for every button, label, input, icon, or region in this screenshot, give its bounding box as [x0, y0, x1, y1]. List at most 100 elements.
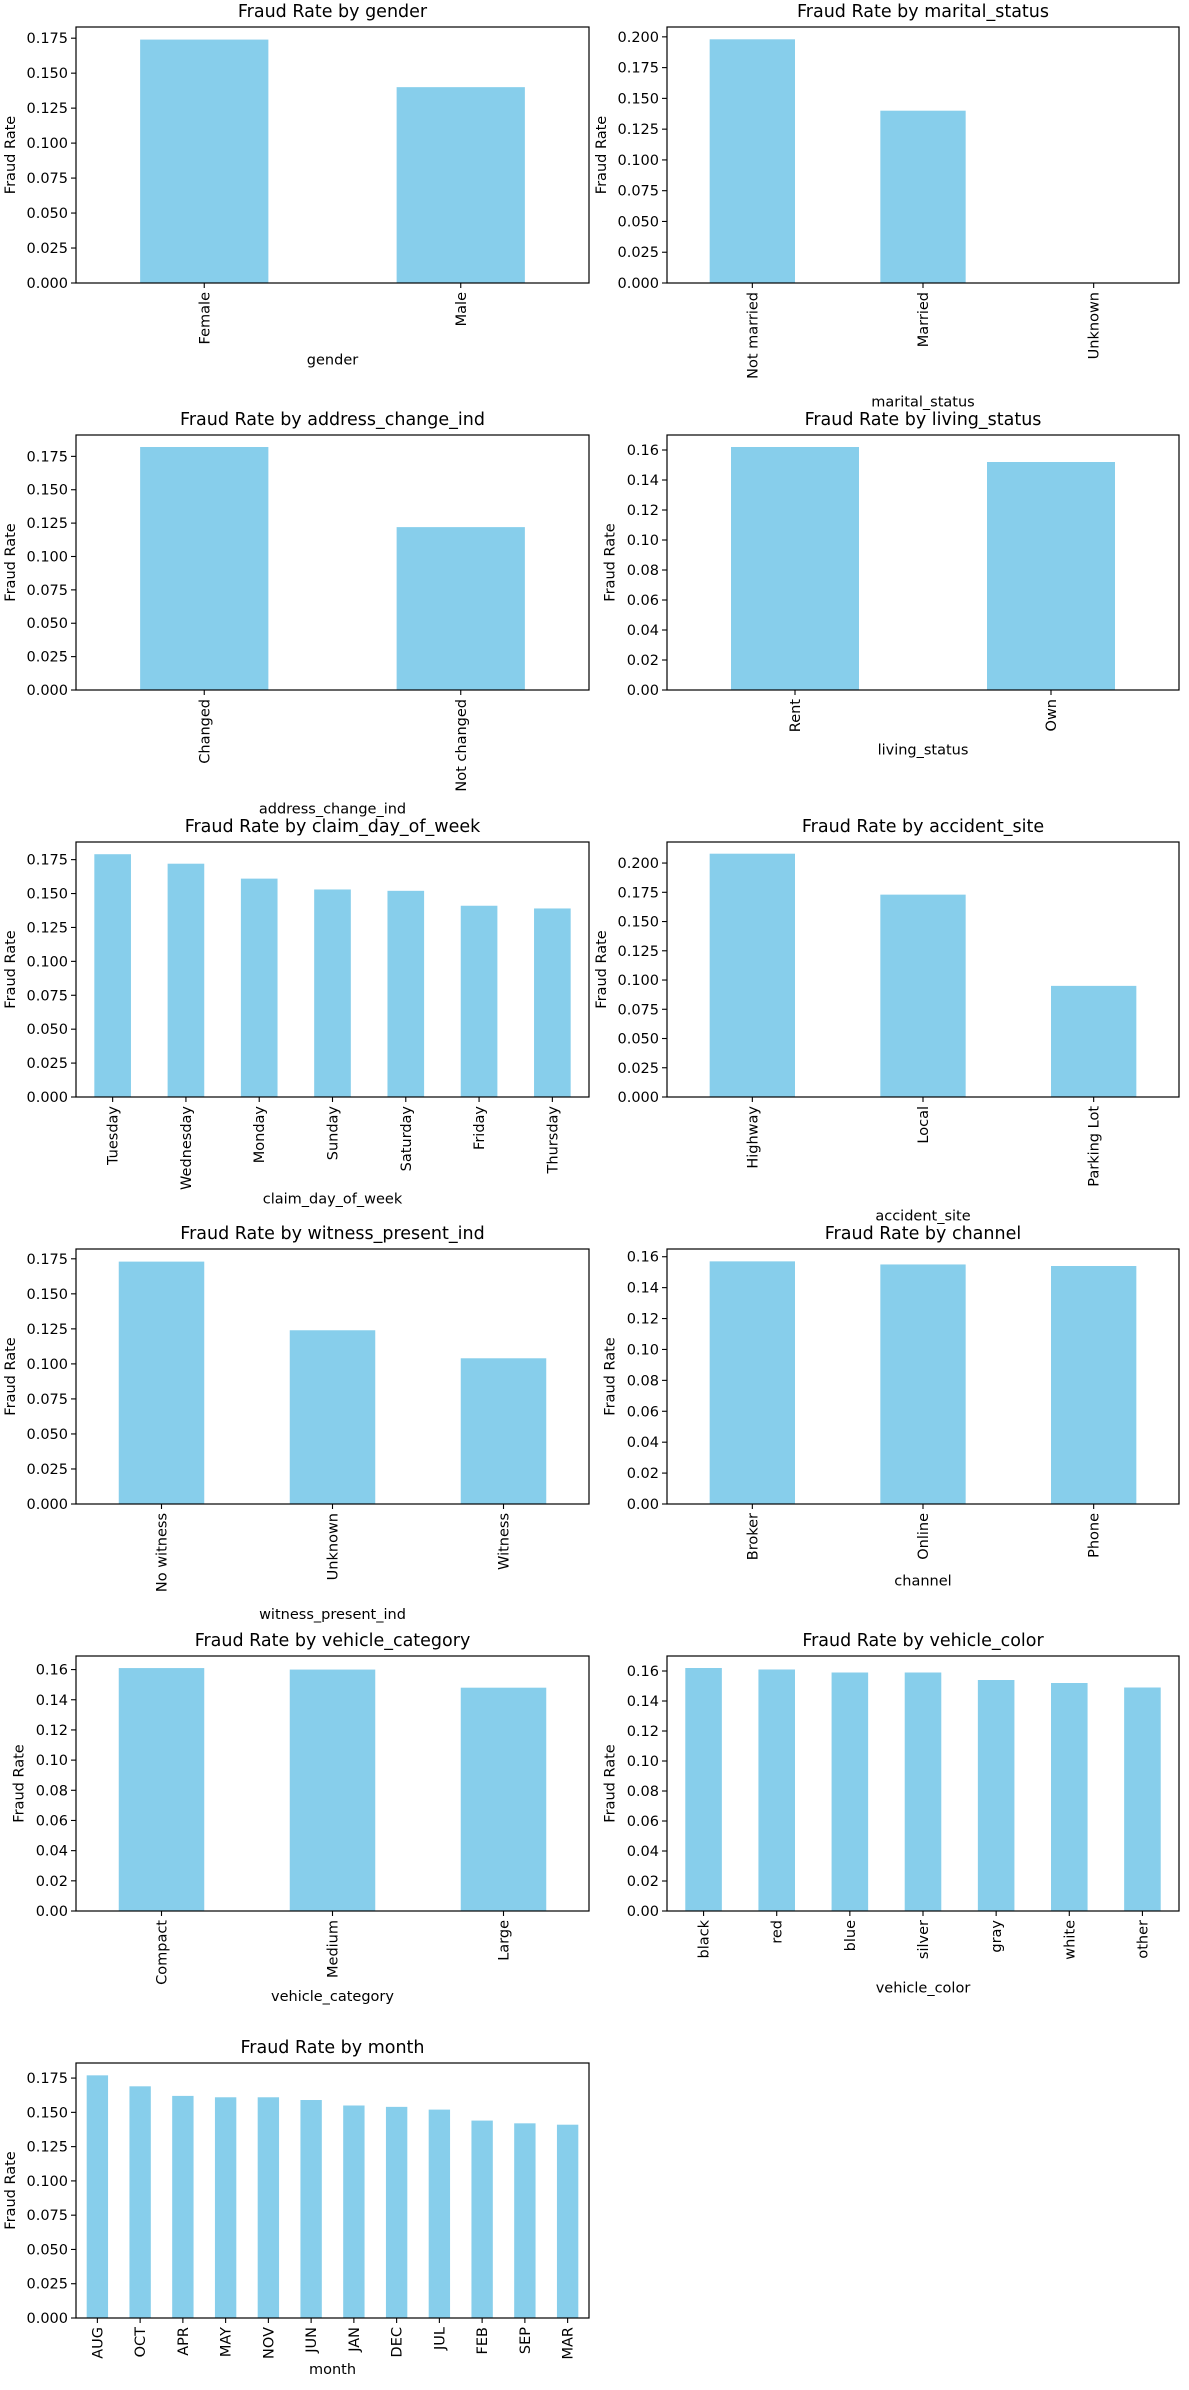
x-axis-label: channel	[894, 1573, 951, 1589]
x-axis-label: witness_present_ind	[259, 1607, 406, 1623]
x-axis-label: vehicle_category	[271, 1989, 394, 2005]
y-tick-label: 0.12	[627, 503, 659, 519]
y-tick-label: 0.06	[36, 1813, 68, 1829]
y-tick-label: 0.050	[617, 214, 659, 230]
x-tick-label: Sunday	[326, 1106, 342, 1161]
y-tick-label: 0.175	[617, 61, 659, 77]
x-tick-label: OCT	[133, 2327, 149, 2358]
bar	[709, 39, 795, 283]
x-tick-label: MAY	[219, 2327, 235, 2357]
chart-panel: Fraud Rate by vehicle_category 0.00 0.02 0.…	[12, 1631, 590, 2005]
bar	[758, 1669, 795, 1911]
y-tick-label: 0.125	[26, 1322, 68, 1338]
x-axis-label: vehicle_color	[876, 1980, 971, 1996]
bar	[140, 39, 269, 283]
bar	[460, 1358, 547, 1504]
y-tick-label: 0.050	[26, 2242, 68, 2258]
bar	[214, 2097, 237, 2318]
chart-panel: Fraud Rate by living_status 0.00 0.02 0.04 0…	[603, 410, 1180, 759]
bar	[396, 527, 525, 690]
y-tick-label: 0.08	[627, 1784, 659, 1800]
x-tick-label: AUG	[90, 2327, 106, 2359]
y-tick-label: 0.050	[26, 616, 68, 632]
bar	[709, 853, 795, 1097]
x-tick-label: Broker	[745, 1513, 761, 1560]
y-tick-label: 0.000	[26, 2311, 68, 2327]
x-tick-label: Friday	[472, 1106, 488, 1150]
bar	[86, 2075, 109, 2318]
y-tick-label: 0.00	[627, 1904, 659, 1920]
y-tick-label: 0.175	[26, 1252, 68, 1268]
y-tick-label: 0.050	[617, 1032, 659, 1048]
chart-panel: Fraud Rate by month 0.000 0.025 0.050 0.075 0…	[3, 2038, 590, 2378]
y-axis-label: Fraud Rate	[12, 1744, 28, 1822]
x-tick-label: Large	[497, 1920, 513, 1961]
y-tick-label: 0.04	[627, 623, 659, 639]
y-tick-label: 0.02	[627, 1466, 659, 1482]
y-tick-label: 0.150	[26, 483, 68, 499]
y-tick-label: 0.16	[36, 1663, 68, 1679]
chart-title: Fraud Rate by claim_day_of_week	[185, 817, 481, 837]
y-tick-label: 0.075	[26, 1392, 68, 1408]
y-tick-label: 0.10	[627, 533, 659, 549]
y-tick-label: 0.000	[26, 276, 68, 292]
y-tick-label: 0.125	[617, 944, 659, 960]
bar	[1051, 985, 1137, 1097]
y-tick-label: 0.14	[627, 473, 659, 489]
chart-title: Fraud Rate by address_change_ind	[180, 410, 485, 430]
bar	[685, 1668, 722, 1911]
bar	[172, 2095, 194, 2318]
x-tick-label: Not married	[745, 292, 761, 379]
y-tick-label: 0.125	[26, 516, 68, 532]
bar	[731, 447, 859, 690]
y-tick-label: 0.02	[36, 1874, 68, 1890]
chart-title: Fraud Rate by living_status	[805, 410, 1042, 430]
x-tick-label: Wednesday	[179, 1106, 195, 1190]
plot-frame	[666, 434, 1180, 691]
chart-panel: Fraud Rate by gender 0.000 0.025 0.050 0.075…	[3, 2, 590, 368]
chart-title: Fraud Rate by vehicle_category	[195, 1631, 471, 1651]
x-tick-label: white	[1062, 1920, 1078, 1960]
y-tick-label: 0.050	[26, 206, 68, 222]
bar	[257, 2097, 280, 2318]
bar	[880, 110, 966, 283]
y-tick-label: 0.12	[36, 1723, 68, 1739]
y-tick-label: 0.075	[617, 184, 659, 200]
y-tick-label: 0.100	[617, 153, 659, 169]
y-tick-label: 0.175	[26, 449, 68, 465]
y-tick-label: 0.125	[26, 920, 68, 936]
y-tick-label: 0.000	[26, 1090, 68, 1106]
y-tick-label: 0.050	[26, 1427, 68, 1443]
bar	[240, 878, 278, 1097]
y-tick-label: 0.075	[26, 171, 68, 187]
bar	[471, 2120, 493, 2318]
bar	[904, 1672, 942, 1911]
y-tick-label: 0.100	[26, 2174, 68, 2190]
x-tick-label: Local	[916, 1106, 932, 1144]
y-tick-label: 0.02	[627, 653, 659, 669]
y-tick-label: 0.00	[627, 683, 659, 699]
chart-title: Fraud Rate by gender	[238, 2, 428, 22]
x-tick-label: Rent	[788, 699, 804, 733]
y-tick-label: 0.08	[627, 563, 659, 579]
bar	[387, 890, 425, 1097]
x-tick-label: JUN	[304, 2327, 320, 2354]
x-tick-label: Phone	[1087, 1513, 1103, 1558]
y-tick-label: 0.125	[26, 2140, 68, 2156]
y-tick-label: 0.00	[627, 1497, 659, 1513]
chart-title: Fraud Rate by accident_site	[802, 817, 1044, 837]
bar	[385, 2106, 408, 2318]
x-axis-label: accident_site	[875, 1208, 970, 1224]
x-axis-label: marital_status	[871, 394, 974, 410]
y-tick-label: 0.100	[617, 973, 659, 989]
bar	[514, 2123, 536, 2318]
y-tick-label: 0.100	[26, 136, 68, 152]
x-tick-label: JAN	[347, 2327, 363, 2353]
x-tick-label: Online	[916, 1513, 932, 1560]
bar	[880, 1264, 966, 1504]
y-tick-label: 0.025	[26, 2277, 68, 2293]
y-tick-label: 0.08	[36, 1783, 68, 1799]
y-tick-label: 0.150	[26, 887, 68, 903]
x-tick-label: other	[1135, 1920, 1151, 1959]
